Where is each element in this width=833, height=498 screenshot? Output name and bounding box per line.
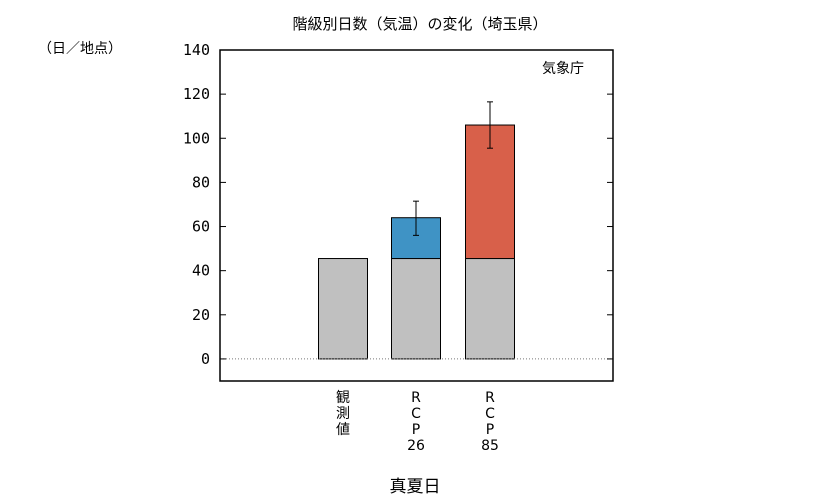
y-axis-ticks: 0 20 40 60 80 100 120 140 bbox=[183, 41, 613, 368]
category-label-part: 値 bbox=[336, 422, 350, 438]
category-label-part: 測 bbox=[336, 406, 350, 422]
category-label-part: R bbox=[411, 390, 421, 406]
bars-layer bbox=[318, 124, 515, 360]
y-tick-label: 0 bbox=[201, 350, 210, 368]
y-tick-label: 40 bbox=[192, 262, 210, 280]
y-tick-label: 140 bbox=[183, 41, 210, 59]
category-label-part: 26 bbox=[407, 438, 425, 454]
y-tick-label: 60 bbox=[192, 218, 210, 236]
chart-title: 階級別日数（気温）の変化（埼玉県） bbox=[292, 15, 547, 33]
y-tick-label: 120 bbox=[183, 85, 210, 103]
category-label-part: C bbox=[411, 406, 421, 422]
bar-base-2 bbox=[465, 258, 515, 360]
error-bars-layer bbox=[413, 101, 493, 236]
category-label-part: P bbox=[486, 422, 494, 438]
category-label-part: C bbox=[485, 406, 495, 422]
category-label-part: R bbox=[485, 390, 495, 406]
y-tick-label: 20 bbox=[192, 306, 210, 324]
bar-base-0 bbox=[318, 258, 368, 360]
x-axis-label: 真夏日 bbox=[390, 477, 441, 497]
category-label-part: 観 bbox=[336, 389, 350, 406]
bar-base-1 bbox=[391, 258, 441, 360]
y-tick-label: 100 bbox=[183, 129, 210, 147]
y-axis-label: （日／地点） bbox=[38, 41, 122, 57]
category-label-part: P bbox=[412, 422, 420, 438]
plot-frame bbox=[219, 49, 614, 382]
y-tick-label: 80 bbox=[192, 173, 210, 191]
source-label: 気象庁 bbox=[542, 61, 584, 77]
category-label-part: 85 bbox=[481, 438, 499, 454]
